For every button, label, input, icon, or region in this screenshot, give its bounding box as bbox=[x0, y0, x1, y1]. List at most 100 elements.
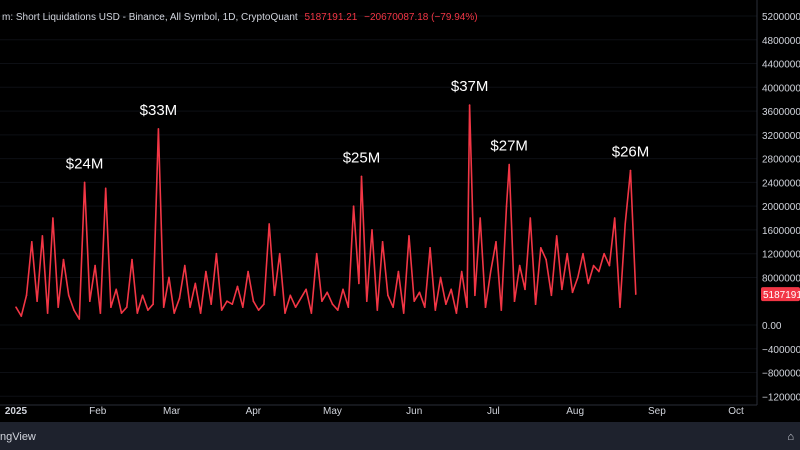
data-point bbox=[125, 306, 128, 308]
data-point bbox=[278, 252, 281, 255]
data-point bbox=[257, 309, 260, 311]
data-point bbox=[78, 318, 81, 320]
data-point bbox=[321, 300, 323, 303]
data-point bbox=[582, 252, 584, 255]
data-point bbox=[210, 303, 212, 306]
data-point bbox=[484, 306, 487, 308]
x-axis[interactable]: 2025 Feb Mar Apr May Jun Jul Aug Sep Oct bbox=[5, 406, 744, 417]
data-point bbox=[294, 306, 297, 308]
y-tick-label: 36000000 bbox=[762, 107, 800, 118]
data-point bbox=[624, 223, 627, 225]
data-point bbox=[592, 264, 595, 267]
data-point bbox=[115, 288, 118, 291]
data-point bbox=[381, 241, 384, 243]
data-point bbox=[468, 104, 471, 106]
data-point bbox=[450, 288, 452, 291]
last-value-text: 5187191 bbox=[763, 290, 800, 301]
data-point bbox=[629, 169, 632, 172]
x-tick-label: Aug bbox=[566, 406, 584, 417]
home-icon[interactable]: ⌂ bbox=[787, 431, 794, 443]
last-value-badge bbox=[761, 287, 800, 302]
data-point bbox=[152, 303, 154, 306]
data-point bbox=[284, 312, 286, 314]
chart-legend[interactable]: m: Short Liquidations USD - Binance, All… bbox=[2, 12, 478, 23]
y-axis[interactable]: 52000000 48000000 44000000 40000000 36000000… bbox=[762, 12, 800, 403]
data-point bbox=[62, 258, 65, 261]
data-point bbox=[445, 303, 447, 306]
data-point bbox=[576, 276, 579, 279]
data-point bbox=[67, 294, 70, 297]
data-point bbox=[479, 217, 481, 219]
data-point bbox=[326, 291, 329, 294]
data-point bbox=[342, 288, 344, 291]
data-point bbox=[365, 300, 368, 303]
data-point bbox=[247, 270, 249, 273]
series-line bbox=[15, 104, 637, 320]
data-point bbox=[455, 312, 458, 314]
peak-annotation: $37M bbox=[451, 78, 489, 95]
data-point bbox=[508, 163, 510, 166]
data-point bbox=[513, 300, 516, 303]
data-point bbox=[566, 252, 569, 255]
x-tick-label: Apr bbox=[246, 406, 262, 417]
data-point bbox=[141, 294, 144, 297]
data-point bbox=[534, 303, 537, 306]
data-point bbox=[300, 297, 302, 300]
data-point bbox=[466, 306, 468, 308]
data-point bbox=[25, 294, 28, 297]
legend-title: m: Short Liquidations USD - Binance, All… bbox=[2, 12, 298, 23]
data-point bbox=[36, 300, 38, 303]
data-point bbox=[603, 252, 605, 255]
data-point bbox=[423, 306, 426, 308]
y-tick-label: 16000000 bbox=[762, 226, 800, 237]
legend-value: 5187191.21 bbox=[304, 12, 358, 23]
data-point bbox=[120, 312, 123, 314]
data-point bbox=[231, 303, 234, 306]
data-point bbox=[263, 303, 265, 306]
data-point bbox=[474, 294, 476, 297]
peak-annotation: $27M bbox=[490, 138, 528, 155]
data-point bbox=[460, 270, 463, 273]
data-point bbox=[408, 235, 410, 237]
data-point bbox=[545, 258, 547, 261]
data-point bbox=[352, 205, 355, 207]
brand-logo[interactable]: ngView bbox=[0, 431, 36, 443]
data-point bbox=[392, 306, 394, 308]
data-point bbox=[215, 252, 218, 255]
y-tick-label: 8000000 bbox=[762, 273, 800, 284]
data-point bbox=[358, 282, 360, 285]
x-tick-label: Mar bbox=[163, 406, 181, 417]
peak-annotation: $33M bbox=[140, 102, 178, 119]
y-tick-label: −8000000 bbox=[762, 369, 800, 380]
data-point bbox=[518, 264, 521, 267]
y-tick-label: 20000000 bbox=[762, 202, 800, 213]
data-point bbox=[242, 306, 244, 308]
data-point bbox=[529, 217, 532, 219]
y-tick-label: 24000000 bbox=[762, 178, 800, 189]
data-point bbox=[413, 300, 416, 303]
data-point bbox=[205, 270, 207, 273]
data-point bbox=[226, 300, 228, 303]
data-point bbox=[157, 128, 160, 130]
data-point bbox=[598, 270, 600, 273]
data-point bbox=[220, 309, 223, 311]
data-point bbox=[168, 276, 170, 279]
data-point bbox=[41, 235, 44, 237]
data-point bbox=[619, 306, 621, 308]
data-point bbox=[418, 291, 421, 294]
data-point bbox=[194, 282, 197, 285]
data-point bbox=[183, 264, 186, 267]
y-tick-label: 52000000 bbox=[762, 12, 800, 23]
x-tick-label: Feb bbox=[89, 406, 107, 417]
data-point bbox=[524, 288, 526, 291]
data-point bbox=[147, 309, 149, 311]
data-point bbox=[505, 205, 508, 207]
data-point bbox=[376, 309, 379, 311]
y-tick-label: −12000000 bbox=[762, 392, 800, 403]
grid-lines bbox=[0, 15, 757, 397]
data-point bbox=[555, 235, 558, 237]
data-point bbox=[360, 175, 363, 178]
data-point bbox=[331, 303, 334, 306]
data-point bbox=[162, 306, 165, 308]
